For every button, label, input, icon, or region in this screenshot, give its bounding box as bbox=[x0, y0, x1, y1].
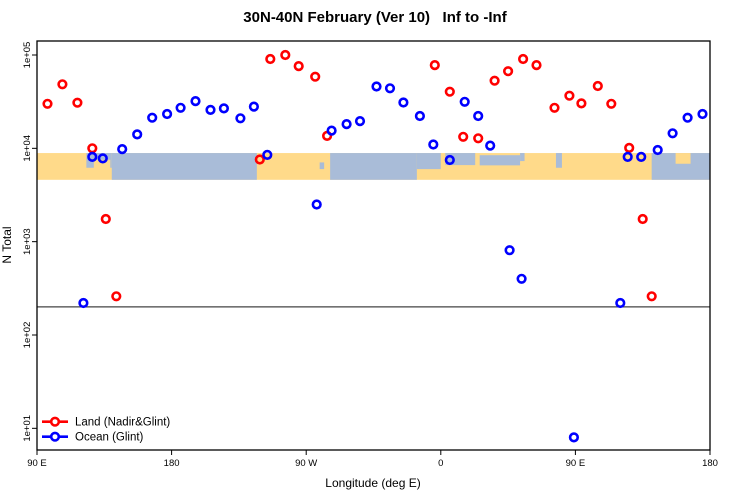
ocean-data-point bbox=[175, 102, 186, 113]
land-data-point bbox=[637, 213, 648, 225]
land-data-point bbox=[265, 53, 276, 65]
map-band-ocean-segment bbox=[330, 153, 417, 180]
land-data-point bbox=[429, 59, 440, 71]
land-data-point bbox=[111, 291, 122, 302]
land-data-point bbox=[606, 98, 617, 109]
ocean-data-point bbox=[235, 113, 246, 124]
land-data-point bbox=[503, 66, 514, 77]
ocean-data-point bbox=[568, 432, 580, 443]
ocean-data-point bbox=[414, 110, 426, 122]
y-tick-label: 1e+01 bbox=[22, 415, 33, 442]
ocean-data-point bbox=[326, 125, 337, 136]
land-data-point bbox=[517, 53, 529, 65]
ocean-data-point bbox=[652, 144, 663, 156]
land-data-point bbox=[576, 98, 587, 109]
land-data-point bbox=[531, 59, 542, 71]
ocean-data-point bbox=[398, 97, 409, 108]
land-data-point bbox=[100, 213, 111, 225]
land-data-point bbox=[564, 90, 575, 101]
land-data-point bbox=[489, 75, 500, 86]
y-axis-title: N Total bbox=[0, 226, 14, 263]
ocean-data-point bbox=[371, 81, 382, 92]
ocean-data-point bbox=[459, 96, 470, 107]
land-data-point bbox=[549, 102, 560, 113]
x-tick-label: 90 E bbox=[566, 458, 586, 469]
ocean-data-point bbox=[354, 115, 366, 127]
ocean-data-point bbox=[205, 104, 216, 115]
x-tick-label: 90 E bbox=[27, 458, 47, 469]
land-data-point bbox=[592, 80, 603, 92]
ocean-data-point bbox=[311, 199, 322, 210]
land-data-point bbox=[254, 154, 265, 165]
map-band-ocean-segment bbox=[111, 153, 257, 180]
land-data-point bbox=[310, 71, 321, 82]
ocean-data-point bbox=[504, 245, 515, 256]
map-band-ocean-segment bbox=[416, 153, 441, 170]
y-tick-label: 1e+04 bbox=[22, 135, 33, 162]
land-data-point bbox=[473, 133, 484, 144]
ocean-data-point bbox=[248, 101, 259, 112]
legend-marker bbox=[49, 431, 61, 442]
map-band-ocean-segment bbox=[479, 155, 521, 166]
x-tick-label: 180 bbox=[164, 458, 180, 469]
ocean-data-point bbox=[682, 112, 693, 123]
map-band-land-patch bbox=[675, 153, 691, 164]
ocean-data-point bbox=[384, 83, 396, 94]
ocean-data-point bbox=[485, 140, 496, 151]
ocean-data-point bbox=[473, 110, 484, 122]
ocean-data-point bbox=[87, 151, 98, 162]
legend-marker bbox=[49, 416, 61, 427]
land-data-point bbox=[293, 60, 304, 72]
land-data-point bbox=[646, 291, 657, 302]
land-data-point bbox=[42, 98, 53, 109]
map-band-ocean-segment bbox=[555, 153, 562, 168]
ocean-data-point bbox=[218, 103, 229, 114]
legend-label: Land (Nadir&Glint) bbox=[75, 417, 170, 429]
ocean-data-point bbox=[615, 297, 626, 309]
ocean-data-point bbox=[190, 95, 201, 107]
ocean-data-point bbox=[667, 128, 678, 139]
ocean-data-point bbox=[262, 149, 273, 160]
land-data-point bbox=[624, 142, 635, 153]
ocean-data-point bbox=[697, 108, 708, 120]
ocean-data-point bbox=[97, 153, 108, 164]
ocean-data-point bbox=[117, 144, 128, 155]
land-data-point bbox=[87, 143, 98, 154]
y-tick-label: 1e+05 bbox=[22, 42, 33, 69]
ocean-data-point bbox=[147, 112, 158, 123]
ocean-data-point bbox=[78, 297, 89, 309]
land-data-point bbox=[72, 97, 83, 108]
land-data-point bbox=[444, 86, 455, 97]
x-axis-title: Longitude (deg E) bbox=[325, 476, 420, 490]
ocean-data-point bbox=[341, 118, 352, 130]
y-tick-label: 1e+03 bbox=[22, 228, 33, 255]
ocean-data-point bbox=[428, 139, 439, 150]
ocean-data-point bbox=[444, 154, 455, 166]
ocean-data-point bbox=[132, 129, 143, 140]
land-data-point bbox=[280, 49, 291, 61]
ocean-data-point bbox=[622, 151, 633, 162]
ocean-data-point bbox=[636, 151, 647, 162]
y-tick-label: 1e+02 bbox=[22, 322, 33, 349]
x-tick-label: 90 W bbox=[295, 458, 317, 469]
land-data-point bbox=[458, 131, 469, 142]
x-tick-label: 180 bbox=[702, 458, 718, 469]
ocean-data-point bbox=[516, 273, 527, 284]
legend-label: Ocean (Glint) bbox=[75, 432, 144, 444]
land-data-point bbox=[57, 79, 68, 90]
map-band-ocean-segment bbox=[520, 153, 525, 162]
chart-title: 30N-40N February (Ver 10) Inf to -Inf bbox=[243, 9, 507, 26]
x-tick-label: 0 bbox=[438, 458, 443, 469]
map-band-ocean-segment bbox=[319, 162, 325, 170]
map-band-land-patch bbox=[93, 159, 111, 174]
ocean-data-point bbox=[162, 108, 173, 120]
plot-border bbox=[36, 40, 711, 451]
plot-layer: 90 E 180 90 W 0 90 E 180 1e+01 1e+02 1e+03 1e+04 1… bbox=[22, 40, 718, 469]
